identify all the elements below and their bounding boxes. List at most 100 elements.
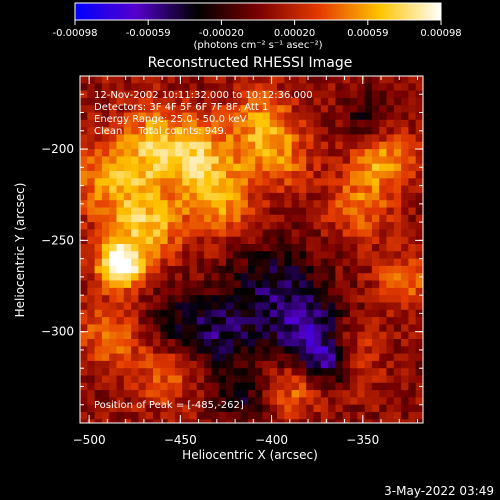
- heatmap-cell: [364, 339, 373, 347]
- heatmap-cell: [87, 244, 96, 252]
- heatmap-cell: [364, 353, 373, 362]
- heatmap-cell: [167, 185, 176, 194]
- heatmap-cell: [255, 178, 263, 187]
- heatmap-cell: [116, 324, 125, 333]
- colorbar-tick-label: -0.00059: [126, 28, 171, 39]
- heatmap-cell: [80, 324, 88, 333]
- heatmap-cell: [277, 134, 285, 143]
- heatmap-cell: [328, 353, 336, 362]
- heatmap-cell: [306, 360, 315, 369]
- heatmap-cell: [80, 192, 88, 201]
- heatmap-cell: [306, 346, 315, 355]
- heatmap-cell: [240, 382, 249, 391]
- heatmap-cell: [379, 112, 388, 121]
- heatmap-cell: [226, 127, 234, 135]
- heatmap-cell: [393, 324, 402, 333]
- heatmap-cell: [269, 251, 278, 260]
- heatmap-cell: [269, 339, 278, 347]
- heatmap-cell: [335, 353, 344, 362]
- heatmap-cell: [87, 90, 96, 99]
- heatmap-cell: [284, 83, 293, 92]
- heatmap-cell: [342, 207, 351, 216]
- heatmap-cell: [284, 178, 293, 187]
- heatmap-cell: [189, 317, 198, 325]
- heatmap-cell: [189, 287, 198, 296]
- heatmap-cell: [182, 390, 191, 398]
- heatmap-cell: [255, 149, 263, 157]
- heatmap-cell: [386, 178, 395, 187]
- heatmap-cell: [167, 119, 176, 128]
- heatmap-cell: [408, 368, 417, 377]
- heatmap-cell: [379, 200, 388, 209]
- heatmap-cell: [386, 331, 395, 340]
- heatmap-cell: [284, 317, 293, 325]
- heatmap-cell: [284, 265, 293, 274]
- heatmap-cell: [255, 324, 263, 333]
- heatmap-cell: [167, 178, 176, 187]
- heatmap-cell: [313, 295, 322, 304]
- heatmap-cell: [357, 353, 366, 362]
- heatmap-cell: [160, 265, 169, 274]
- heatmap-cell: [247, 171, 256, 179]
- heatmap-cell: [123, 251, 132, 260]
- heatmap-cell: [408, 141, 417, 150]
- heatmap-cell: [131, 353, 139, 362]
- heatmap-cell: [204, 141, 212, 150]
- heatmap-cell: [218, 390, 227, 398]
- heatmap-cell: [247, 280, 256, 289]
- heatmap-cell: [109, 214, 118, 223]
- heatmap-cell: [204, 185, 212, 194]
- heatmap-cell: [247, 76, 256, 84]
- heatmap-cell: [109, 317, 118, 325]
- heatmap-cell: [218, 375, 227, 384]
- heatmap-cell: [350, 90, 358, 99]
- heatmap-cell: [328, 419, 336, 423]
- heatmap-cell: [291, 244, 300, 252]
- heatmap-cell: [211, 309, 220, 318]
- heatmap-cell: [401, 317, 409, 325]
- heatmap-cell: [80, 412, 88, 420]
- heatmap-cell: [211, 346, 220, 355]
- heatmap-cell: [386, 149, 395, 157]
- heatmap-cell: [255, 156, 263, 165]
- heatmap-cell: [174, 112, 183, 121]
- heatmap-cell: [145, 171, 154, 179]
- heatmap-cell: [94, 222, 103, 230]
- heatmap-cell: [277, 390, 285, 398]
- heatmap-cell: [196, 368, 205, 377]
- heatmap-cell: [255, 331, 263, 340]
- heatmap-cell: [101, 207, 110, 216]
- heatmap-cell: [174, 149, 183, 157]
- heatmap-cell: [116, 265, 125, 274]
- heatmap-cell: [226, 83, 234, 92]
- heatmap-cell: [174, 163, 183, 172]
- heatmap-cell: [386, 280, 395, 289]
- heatmap-cell: [211, 83, 220, 92]
- heatmap-cell: [94, 331, 103, 340]
- heatmap-cell: [123, 97, 132, 106]
- heatmap-cell: [408, 185, 417, 194]
- heatmap-cell: [269, 90, 278, 99]
- heatmap-cell: [116, 346, 125, 355]
- heatmap-cell: [379, 273, 388, 282]
- heatmap-cell: [167, 412, 176, 420]
- heatmap-cell: [357, 324, 366, 333]
- heatmap-cell: [131, 287, 139, 296]
- heatmap-cell: [291, 112, 300, 121]
- heatmap-cell: [262, 390, 271, 398]
- heatmap-cell: [211, 251, 220, 260]
- heatmap-cell: [101, 287, 110, 296]
- heatmap-cell: [189, 360, 198, 369]
- heatmap-cell: [357, 346, 366, 355]
- heatmap-cell: [167, 90, 176, 99]
- heatmap-cell: [145, 368, 154, 377]
- heatmap-cell: [138, 244, 147, 252]
- heatmap-cell: [204, 258, 212, 267]
- heatmap-cell: [182, 375, 191, 384]
- heatmap-cell: [298, 127, 307, 135]
- heatmap-cell: [240, 119, 249, 128]
- heatmap-cell: [262, 339, 271, 347]
- heatmap-cell: [415, 419, 423, 423]
- heatmap-cell: [408, 90, 417, 99]
- heatmap-cell: [160, 309, 169, 318]
